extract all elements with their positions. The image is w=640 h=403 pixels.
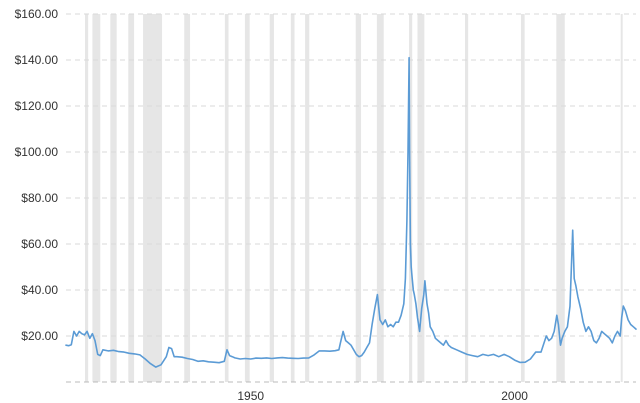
recession-band [269, 14, 274, 382]
x-tick-label: 1950 [237, 389, 264, 403]
x-axis-tick-labels: 1950 2000 [237, 389, 528, 403]
x-tick-label: 2000 [501, 389, 528, 403]
recession-band [556, 14, 565, 382]
y-tick-label: $80.00 [21, 191, 58, 205]
y-tick-label: $140.00 [15, 53, 59, 67]
y-tick-label: $160.00 [15, 7, 59, 21]
series-line [65, 56, 637, 368]
y-tick-label: $100.00 [15, 145, 59, 159]
y-tick-label: $60.00 [21, 237, 58, 251]
recession-band [520, 14, 525, 382]
y-tick-label: $120.00 [15, 99, 59, 113]
y-axis-tick-labels: $20.00 $40.00 $60.00 $80.00 $100.00 $120.00 $1… [15, 7, 59, 343]
recession-band [376, 14, 384, 382]
y-tick-label: $40.00 [21, 283, 58, 297]
gridlines [66, 13, 636, 383]
recession-band [305, 14, 310, 382]
y-tick-label: $20.00 [21, 329, 58, 343]
recession-band [620, 14, 623, 382]
recession-band [224, 14, 229, 382]
series-layer [65, 56, 637, 368]
